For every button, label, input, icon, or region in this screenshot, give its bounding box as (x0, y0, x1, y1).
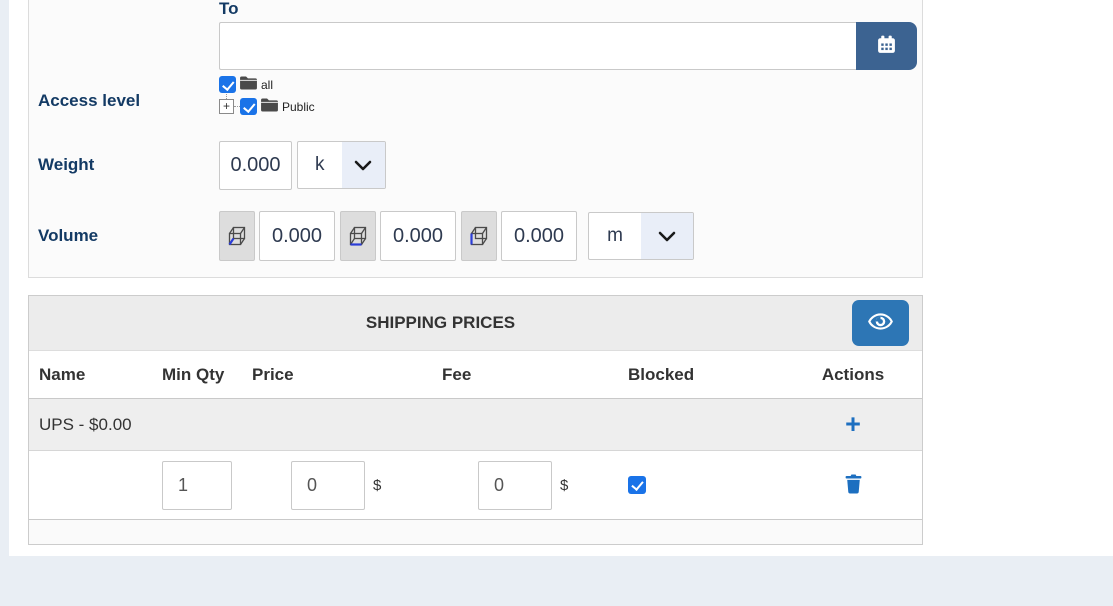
shipper-group-row: UPS - $0.00 + (29, 399, 922, 451)
shipping-prices-panel: SHIPPING PRICES Name Min Qty Price Fee B… (28, 295, 923, 545)
cube-width-icon (340, 211, 376, 261)
add-price-icon[interactable]: + (845, 409, 861, 439)
min-qty-input[interactable] (162, 460, 232, 510)
access-tree-label: all (261, 77, 274, 92)
column-header-actions: Actions (821, 364, 885, 384)
weight-unit-select[interactable]: k (297, 141, 386, 189)
to-field-row: To (29, 0, 922, 70)
table-header-row: Name Min Qty Price Fee Blocked Actions (29, 351, 922, 399)
access-tree-item-all[interactable]: all (219, 75, 917, 94)
date-input-group (219, 22, 917, 70)
volume-row: Volume (29, 211, 922, 261)
to-date-input[interactable] (219, 22, 856, 70)
column-header-blocked: Blocked (628, 364, 695, 384)
width-dimension-group (340, 211, 456, 261)
weight-row: Weight k (29, 140, 922, 190)
chevron-down-icon (641, 213, 693, 259)
price-row: $ $ (29, 451, 922, 520)
shipping-prices-header: SHIPPING PRICES (29, 296, 922, 351)
fee-input[interactable] (478, 460, 552, 510)
folder-icon (239, 75, 258, 95)
shipping-prices-title: SHIPPING PRICES (365, 313, 516, 332)
cube-height-icon (461, 211, 497, 261)
shipper-name: UPS - $0.00 (39, 414, 132, 434)
access-level-label: Access level (38, 91, 141, 110)
shipment-fields-panel: To (28, 0, 923, 278)
chevron-down-icon (341, 142, 385, 188)
volume-label: Volume (38, 226, 99, 245)
toggle-visibility-button[interactable] (852, 300, 909, 346)
volume-length-input[interactable] (259, 211, 335, 261)
eye-icon (868, 313, 893, 333)
price-currency-symbol: $ (373, 476, 382, 494)
table-footer (29, 520, 922, 544)
folder-icon (260, 97, 279, 117)
cube-length-icon (219, 211, 255, 261)
column-header-min-qty: Min Qty (162, 364, 225, 384)
to-row-spacer (29, 0, 219, 70)
blocked-checkbox[interactable] (628, 476, 646, 494)
fee-currency-symbol: $ (560, 476, 569, 494)
column-header-fee: Fee (442, 364, 472, 384)
volume-unit-value: m (607, 225, 623, 246)
access-tree-item-public[interactable]: + Public (219, 94, 917, 117)
height-dimension-group (461, 211, 577, 261)
calendar-icon (876, 34, 897, 58)
public-checkbox[interactable] (240, 98, 257, 115)
access-tree-label: Public (282, 99, 315, 114)
product-shipment-panel: To (28, 0, 923, 545)
weight-label: Weight (38, 155, 95, 174)
column-header-price: Price (252, 364, 294, 384)
page-left-margin (0, 0, 9, 557)
delete-price-button[interactable] (844, 473, 863, 498)
column-header-name: Name (39, 364, 86, 384)
length-dimension-group (219, 211, 335, 261)
all-checkbox[interactable] (219, 76, 236, 93)
access-level-row: Access level all + (29, 75, 922, 116)
volume-height-input[interactable] (501, 211, 577, 261)
calendar-button[interactable] (856, 22, 917, 70)
weight-input[interactable] (219, 140, 292, 190)
price-input[interactable] (291, 460, 365, 510)
page-bottom-margin (0, 556, 1113, 606)
volume-unit-select[interactable]: m (588, 212, 694, 260)
volume-width-input[interactable] (380, 211, 456, 261)
to-label: To (219, 0, 239, 18)
tree-expander-icon[interactable]: + (219, 94, 240, 114)
trash-icon (844, 473, 863, 498)
weight-unit-value: k (315, 154, 325, 175)
